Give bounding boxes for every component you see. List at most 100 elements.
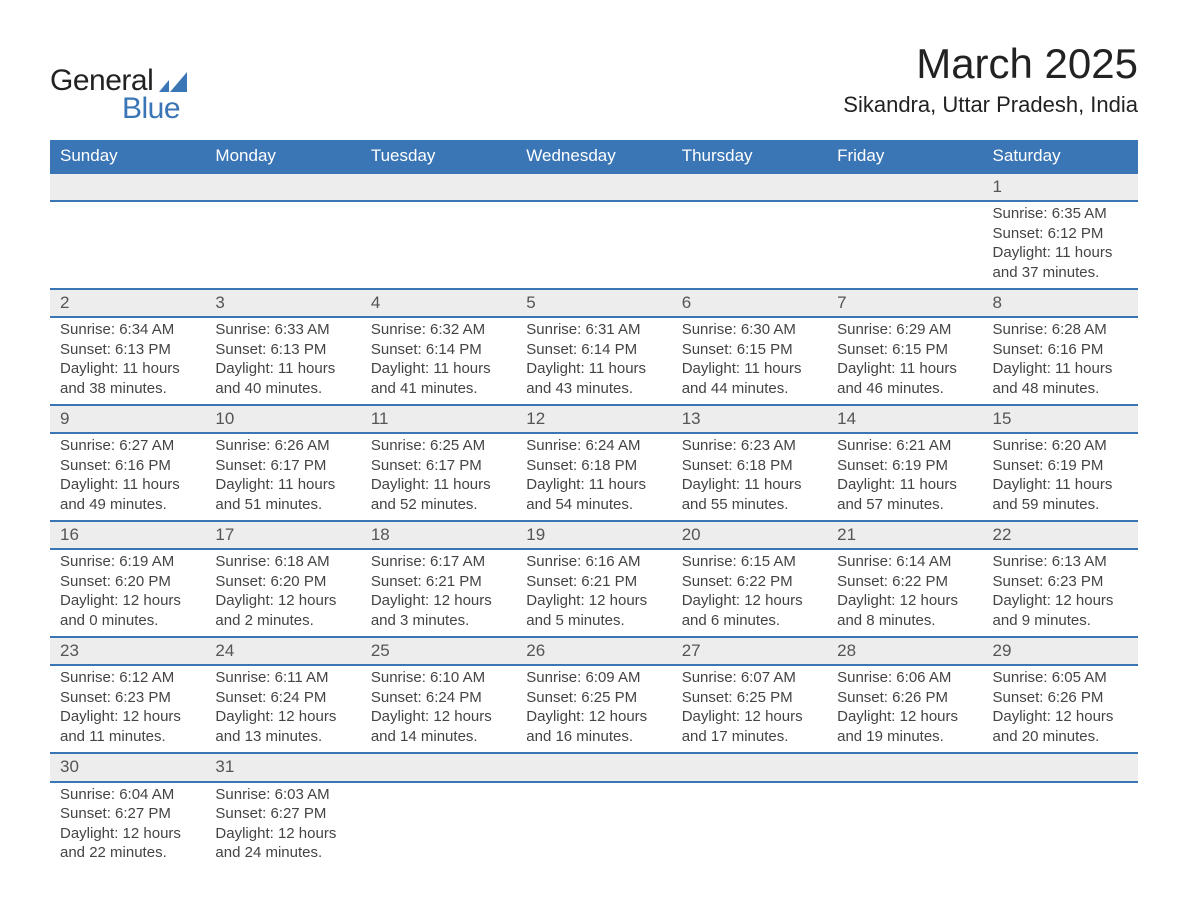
week-daynum-row: 23242526272829 xyxy=(50,637,1138,665)
day-number-cell: 17 xyxy=(205,521,360,549)
day-number-cell xyxy=(50,173,205,201)
day-sunrise: Sunrise: 6:05 AM xyxy=(993,668,1128,688)
day-detail-cell: Sunrise: 6:20 AMSunset: 6:19 PMDaylight:… xyxy=(983,433,1138,521)
day-detail-cell xyxy=(516,782,671,869)
day-number: 10 xyxy=(215,409,234,428)
day-number-cell xyxy=(361,173,516,201)
day-dl1: Daylight: 12 hours xyxy=(837,591,972,611)
day-detail-cell: Sunrise: 6:12 AMSunset: 6:23 PMDaylight:… xyxy=(50,665,205,753)
day-number-cell xyxy=(672,753,827,781)
day-number-cell: 29 xyxy=(983,637,1138,665)
day-number: 5 xyxy=(526,293,535,312)
day-dl2: and 20 minutes. xyxy=(993,727,1128,747)
day-number-cell xyxy=(983,753,1138,781)
day-detail-cell: Sunrise: 6:35 AMSunset: 6:12 PMDaylight:… xyxy=(983,201,1138,289)
day-dl2: and 52 minutes. xyxy=(371,495,506,515)
week-detail-row: Sunrise: 6:35 AMSunset: 6:12 PMDaylight:… xyxy=(50,201,1138,289)
logo-word2: Blue xyxy=(122,92,189,126)
month-title: March 2025 xyxy=(843,40,1138,88)
day-number-cell: 20 xyxy=(672,521,827,549)
week-detail-row: Sunrise: 6:19 AM Sunset: 6:20 PM Daylight:… xyxy=(50,549,1138,637)
day-sunset: Sunset: 6:17 PM xyxy=(371,456,506,476)
day-number-cell xyxy=(516,173,671,201)
day-dl1: Daylight: 12 hours xyxy=(60,824,195,844)
day-dl1: Daylight: 11 hours xyxy=(993,359,1128,379)
day-sunset: Sunset: 6:17 PM xyxy=(215,456,350,476)
day-dl1: Daylight: 11 hours xyxy=(993,243,1128,263)
day-number: 13 xyxy=(682,409,701,428)
day-dl2: and 14 minutes. xyxy=(371,727,506,747)
day-dl2: and 22 minutes. xyxy=(60,843,195,863)
day-sunset: Sunset: 6:25 PM xyxy=(682,688,817,708)
day-sunrise: Sunrise: 6:17 AM xyxy=(371,552,506,572)
day-dl2: and 49 minutes. xyxy=(60,495,195,515)
week-daynum-row: 3031 xyxy=(50,753,1138,781)
day-sunrise: Sunrise: 6:35 AM xyxy=(993,204,1128,224)
day-number-cell: 11 xyxy=(361,405,516,433)
day-detail-cell: Sunrise: 6:18 AMSunset: 6:20 PMDaylight:… xyxy=(205,549,360,637)
day-header: Tuesday xyxy=(361,140,516,173)
day-sunset: Sunset: 6:16 PM xyxy=(60,456,195,476)
day-detail-cell: Sunrise: 6:33 AMSunset: 6:13 PMDaylight:… xyxy=(205,317,360,405)
day-header-row: Sunday Monday Tuesday Wednesday Thursday… xyxy=(50,140,1138,173)
day-number-cell: 10 xyxy=(205,405,360,433)
day-number: 23 xyxy=(60,641,79,660)
day-number: 2 xyxy=(60,293,69,312)
day-detail-cell xyxy=(827,201,982,289)
day-sunrise: Sunrise: 6:04 AM xyxy=(60,785,195,805)
day-detail-cell xyxy=(205,201,360,289)
day-sunset: Sunset: 6:19 PM xyxy=(837,456,972,476)
week-daynum-row: 16171819202122 xyxy=(50,521,1138,549)
day-dl2: and 59 minutes. xyxy=(993,495,1128,515)
day-sunrise: Sunrise: 6:26 AM xyxy=(215,436,350,456)
day-detail-cell: Sunrise: 6:24 AMSunset: 6:18 PMDaylight:… xyxy=(516,433,671,521)
day-number-cell xyxy=(827,173,982,201)
day-dl1: Daylight: 11 hours xyxy=(371,359,506,379)
day-detail-cell: Sunrise: 6:30 AMSunset: 6:15 PMDaylight:… xyxy=(672,317,827,405)
day-sunset: Sunset: 6:19 PM xyxy=(993,456,1128,476)
day-sunrise: Sunrise: 6:25 AM xyxy=(371,436,506,456)
day-sunrise: Sunrise: 6:19 AM xyxy=(60,552,195,572)
day-sunrise: Sunrise: 6:13 AM xyxy=(993,552,1128,572)
day-number-cell: 3 xyxy=(205,289,360,317)
day-number: 21 xyxy=(837,525,856,544)
day-detail-cell: Sunrise: 6:06 AMSunset: 6:26 PMDaylight:… xyxy=(827,665,982,753)
day-sunset: Sunset: 6:16 PM xyxy=(993,340,1128,360)
day-number-cell: 2 xyxy=(50,289,205,317)
week-daynum-row: 1 xyxy=(50,173,1138,201)
day-sunset: Sunset: 6:18 PM xyxy=(682,456,817,476)
day-number-cell: 31 xyxy=(205,753,360,781)
day-number: 18 xyxy=(371,525,390,544)
day-sunrise: Sunrise: 6:15 AM xyxy=(682,552,817,572)
day-number-cell: 27 xyxy=(672,637,827,665)
day-detail-cell xyxy=(516,201,671,289)
day-sunrise: Sunrise: 6:06 AM xyxy=(837,668,972,688)
day-number-cell: 9 xyxy=(50,405,205,433)
day-sunset: Sunset: 6:26 PM xyxy=(837,688,972,708)
location: Sikandra, Uttar Pradesh, India xyxy=(843,92,1138,118)
day-dl1: Daylight: 12 hours xyxy=(837,707,972,727)
day-sunset: Sunset: 6:20 PM xyxy=(215,572,350,592)
day-sunset: Sunset: 6:27 PM xyxy=(215,804,350,824)
day-sunset: Sunset: 6:21 PM xyxy=(526,572,661,592)
day-detail-cell: Sunrise: 6:11 AMSunset: 6:24 PMDaylight:… xyxy=(205,665,360,753)
day-sunrise: Sunrise: 6:12 AM xyxy=(60,668,195,688)
day-sunset: Sunset: 6:12 PM xyxy=(993,224,1128,244)
day-number-cell xyxy=(672,173,827,201)
day-detail-cell: Sunrise: 6:15 AMSunset: 6:22 PMDaylight:… xyxy=(672,549,827,637)
day-sunrise: Sunrise: 6:07 AM xyxy=(682,668,817,688)
logo-chart-icon xyxy=(159,72,189,92)
day-dl2: and 40 minutes. xyxy=(215,379,350,399)
day-sunrise: Sunrise: 6:29 AM xyxy=(837,320,972,340)
day-sunset: Sunset: 6:22 PM xyxy=(682,572,817,592)
day-number: 9 xyxy=(60,409,69,428)
day-dl1: Daylight: 12 hours xyxy=(60,591,195,611)
day-number: 16 xyxy=(60,525,79,544)
day-sunset: Sunset: 6:24 PM xyxy=(215,688,350,708)
day-sunset: Sunset: 6:13 PM xyxy=(215,340,350,360)
day-dl1: Daylight: 11 hours xyxy=(371,475,506,495)
day-detail-cell: Sunrise: 6:25 AMSunset: 6:17 PMDaylight:… xyxy=(361,433,516,521)
logo: General Blue xyxy=(50,64,189,126)
day-number: 6 xyxy=(682,293,691,312)
day-dl2: and 55 minutes. xyxy=(682,495,817,515)
